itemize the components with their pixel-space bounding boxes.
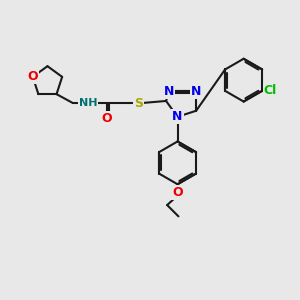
- Text: Cl: Cl: [264, 84, 277, 98]
- Text: N: N: [191, 85, 201, 98]
- Text: N: N: [172, 110, 183, 123]
- Text: O: O: [27, 70, 38, 83]
- Text: O: O: [101, 112, 112, 125]
- Text: S: S: [134, 97, 143, 110]
- Text: N: N: [164, 85, 174, 98]
- Text: NH: NH: [79, 98, 98, 108]
- Text: O: O: [172, 186, 183, 199]
